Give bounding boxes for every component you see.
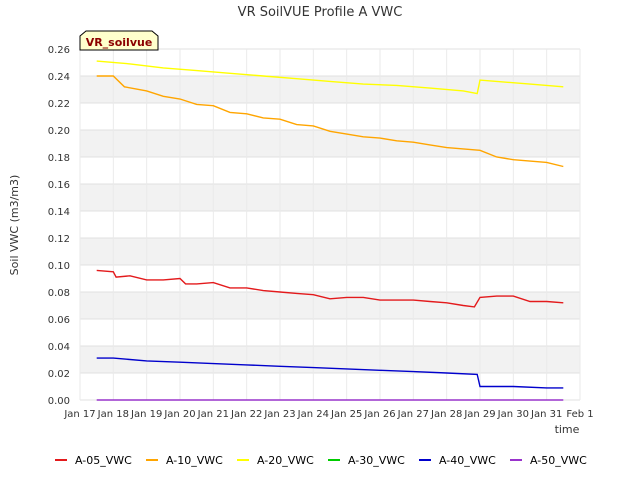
grid-lines: [79, 48, 581, 401]
y-axis-ticks: 0.00 0.02 0.04 0.06 0.08 0.10 0.12 0.14 0.16 0.18…: [48, 45, 70, 407]
y-tick-label: 0.02: [48, 369, 70, 380]
y-tick-label: 0.00: [48, 396, 70, 407]
legend-label: A-50_VWC: [530, 454, 587, 467]
series-line-a-05-vwc: [96, 269, 564, 308]
legend-label: A-40_VWC: [439, 454, 496, 467]
badge-box: [79, 30, 159, 51]
y-tick-label: 0.16: [48, 180, 70, 191]
plot-background: [80, 49, 580, 400]
plot-band: [80, 76, 580, 103]
x-tick-label: Jan 21: [197, 409, 229, 420]
x-tick-label: Jan 24: [297, 409, 329, 420]
y-tick-label: 0.12: [48, 234, 70, 245]
x-axis-ticks: Jan 17 Jan 18 Jan 19 Jan 20 Jan 21 Jan 22 Jan …: [63, 409, 593, 420]
y-tick-label: 0.24: [48, 72, 70, 83]
plot-band: [80, 103, 580, 130]
y-tick-label: 0.20: [48, 126, 70, 137]
y-axis-label: Soil VWC (m3/m3): [8, 175, 21, 276]
plot-band: [80, 211, 580, 238]
y-tick-label: 0.26: [48, 45, 70, 56]
x-tick-label: Jan 18: [97, 409, 129, 420]
plot-band: [80, 265, 580, 292]
y-tick-label: 0.18: [48, 153, 70, 164]
series-line-a-10-vwc: [96, 75, 564, 168]
plot-band: [80, 184, 580, 211]
series-line-a-40-vwc: [96, 357, 564, 389]
y-tick-label: 0.22: [48, 99, 70, 110]
legend-label: A-30_VWC: [348, 454, 405, 467]
x-tick-label: Jan 20: [163, 409, 195, 420]
x-tick-label: Jan 26: [363, 409, 395, 420]
series-lines: [96, 60, 564, 401]
plot-band: [80, 130, 580, 157]
x-tick-label: Jan 31: [530, 409, 562, 420]
x-axis-label: time: [555, 423, 580, 436]
x-tick-label: Jan 19: [130, 409, 162, 420]
x-tick-label: Feb 1: [566, 409, 593, 420]
x-tick-label: Jan 22: [230, 409, 262, 420]
legend-label: A-20_VWC: [257, 454, 314, 467]
x-tick-label: Jan 17: [63, 409, 95, 420]
series-line-a-20-vwc: [96, 60, 564, 95]
legend: A-05_VWC A-10_VWC A-20_VWC A-30_VWC A-40_VWC…: [55, 454, 587, 467]
y-tick-label: 0.14: [48, 207, 70, 218]
x-tick-label: Jan 30: [497, 409, 529, 420]
x-tick-label: Jan 27: [397, 409, 429, 420]
legend-label: A-05_VWC: [75, 454, 132, 467]
legend-label: A-10_VWC: [166, 454, 223, 467]
x-tick-label: Jan 23: [263, 409, 295, 420]
y-tick-label: 0.08: [48, 288, 70, 299]
plot-band: [80, 319, 580, 346]
y-tick-label: 0.04: [48, 342, 70, 353]
x-tick-label: Jan 28: [430, 409, 462, 420]
y-tick-label: 0.10: [48, 261, 70, 272]
station-badge: VR_soilvue: [79, 30, 159, 51]
chart-title: VR SoilVUE Profile A VWC: [238, 5, 403, 20]
plot-band: [80, 157, 580, 184]
x-tick-label: Jan 25: [330, 409, 362, 420]
x-tick-label: Jan 29: [463, 409, 495, 420]
y-tick-label: 0.06: [48, 315, 70, 326]
plot-band: [80, 49, 580, 76]
badge-label: VR_soilvue: [86, 36, 153, 49]
plot-band: [80, 238, 580, 265]
